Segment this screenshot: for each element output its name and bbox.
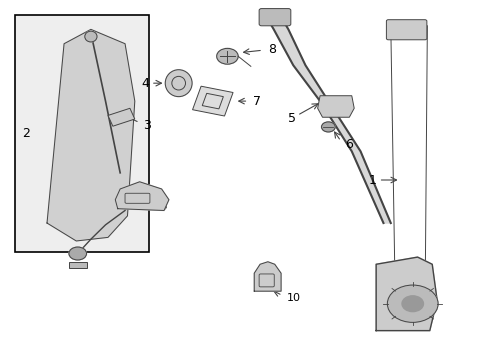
Polygon shape	[375, 257, 436, 330]
Polygon shape	[69, 262, 87, 268]
FancyBboxPatch shape	[386, 20, 426, 40]
Text: 9: 9	[159, 201, 167, 213]
Text: 5: 5	[288, 112, 296, 125]
Circle shape	[69, 247, 86, 260]
Text: 3: 3	[143, 119, 151, 132]
Text: 10: 10	[286, 293, 300, 303]
Text: 1: 1	[367, 174, 375, 186]
Polygon shape	[266, 17, 390, 223]
Polygon shape	[317, 96, 353, 117]
Ellipse shape	[165, 70, 192, 96]
Circle shape	[321, 122, 334, 132]
Bar	[15, 15, 149, 252]
FancyBboxPatch shape	[259, 9, 290, 26]
Polygon shape	[108, 108, 135, 126]
Text: 7: 7	[253, 95, 261, 108]
Polygon shape	[192, 86, 233, 116]
Circle shape	[401, 296, 423, 312]
Text: 6: 6	[344, 138, 352, 151]
Circle shape	[216, 48, 238, 64]
Circle shape	[386, 285, 437, 322]
Polygon shape	[115, 182, 168, 211]
Polygon shape	[47, 30, 135, 241]
Text: 2: 2	[22, 127, 30, 140]
Polygon shape	[254, 262, 281, 291]
Ellipse shape	[84, 31, 97, 42]
Text: 4: 4	[141, 77, 149, 90]
Text: 8: 8	[267, 42, 275, 55]
